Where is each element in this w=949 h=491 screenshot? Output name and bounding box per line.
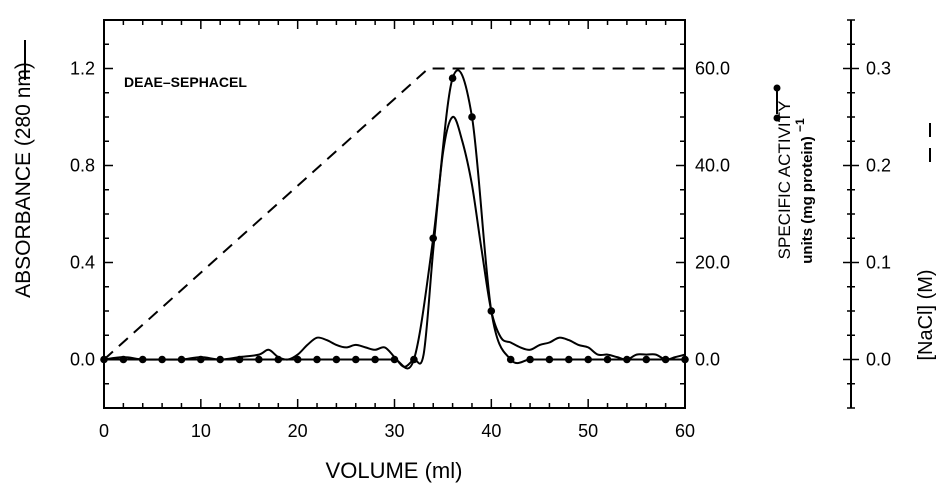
x-tick-label: 20 (288, 421, 308, 441)
activity-point (506, 355, 515, 364)
activity-tick-label: 60.0 (695, 59, 730, 79)
activity-tick-label: 0.0 (695, 350, 720, 370)
activity-point (410, 355, 418, 364)
activity-point (138, 355, 147, 364)
activity-point (216, 355, 224, 364)
activity-point (235, 355, 244, 364)
activity-point (371, 355, 379, 364)
activity-point (255, 355, 263, 364)
activity-axis-ticks: 0.0 20.0 40.0 60.0 (676, 19, 730, 409)
activity-tick-label: 40.0 (695, 156, 730, 176)
activity-point (526, 355, 534, 364)
nacl-tick-label: 0.3 (866, 59, 891, 79)
x-tick-label: 0 (99, 421, 109, 441)
x-axis-title: VOLUME (ml) (326, 458, 463, 483)
nacl-axis-ticks: 0.0 0.1 0.2 0.3 (843, 19, 891, 409)
activity-point (642, 355, 651, 364)
x-tick-label: 50 (578, 421, 598, 441)
activity-point (468, 113, 476, 121)
x-tick-label: 40 (481, 421, 501, 441)
activity-point (177, 355, 186, 364)
absorbance-tick-label: 0.4 (70, 253, 95, 273)
activity-point (390, 355, 399, 364)
activity-point (352, 355, 360, 364)
activity-point (448, 74, 457, 82)
activity-point (565, 355, 573, 364)
nacl-tick-label: 0.1 (866, 253, 891, 273)
activity-point (429, 234, 438, 243)
x-tick-label: 30 (384, 421, 404, 441)
activity-point (274, 355, 283, 364)
x-axis-ticks: 0 10 20 30 40 50 60 (99, 20, 695, 441)
activity-axis-title-line2: units (mg protein) (799, 136, 816, 264)
activity-point (197, 355, 205, 364)
series-layer (100, 67, 689, 370)
nacl-axis-title: [NaCl] (M) (915, 269, 937, 360)
absorbance-series-line (103, 115, 686, 368)
activity-point (623, 355, 631, 364)
x-tick-label: 10 (191, 421, 211, 441)
absorbance-axis-ticks: 0.0 0.4 0.8 1.2 (70, 19, 113, 409)
activity-axis-title: SPECIFIC ACTIVITY units (mg protein) −1 (775, 101, 816, 264)
activity-legend-symbol (773, 84, 781, 122)
absorbance-tick-label: 0.0 (70, 350, 95, 370)
activity-point (313, 355, 321, 364)
absorbance-tick-label: 1.2 (70, 59, 95, 79)
activity-point (119, 355, 128, 364)
activity-point (545, 355, 554, 364)
panel-label: DEAE–SEPHACEL (124, 74, 247, 90)
activity-point (584, 355, 592, 364)
x-tick-label: 60 (675, 421, 695, 441)
specific_activity-series-line (103, 69, 685, 370)
activity-point (332, 355, 341, 364)
activity-tick-label: 20.0 (695, 253, 730, 273)
activity-axis-title-exponent: −1 (793, 118, 807, 132)
nacl-tick-label: 0.2 (866, 156, 891, 176)
activity-point (293, 355, 302, 364)
absorbance-axis-title: ABSORBANCE (280 nm) (12, 62, 35, 298)
activity-axis-title-line1: SPECIFIC ACTIVITY (775, 101, 794, 260)
nacl-series-line (103, 67, 685, 361)
activity-point (487, 307, 496, 315)
nacl-tick-label: 0.0 (866, 350, 891, 370)
absorbance-tick-label: 0.8 (70, 156, 95, 176)
activity-point (158, 355, 166, 364)
activity-point (603, 355, 612, 364)
activity-point (681, 355, 689, 364)
activity-point (661, 355, 670, 364)
